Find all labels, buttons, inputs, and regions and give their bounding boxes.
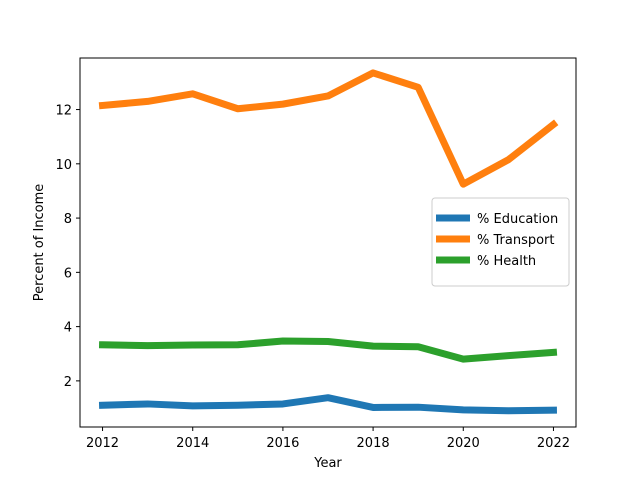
x-axis-label: Year xyxy=(313,456,342,471)
series-line-2 xyxy=(98,337,558,363)
x-tick-label-4: 2020 xyxy=(447,436,480,451)
y-tick-label-5: 12 xyxy=(55,104,72,119)
plot-frame xyxy=(79,57,577,428)
series-layer xyxy=(98,69,559,415)
y-tick-label-3: 8 xyxy=(64,212,72,227)
y-tick-label-0: 2 xyxy=(64,375,72,390)
x-tick-label-3: 2018 xyxy=(357,436,390,451)
legend-label-0: % Education xyxy=(477,212,558,227)
y-tick-label-2: 6 xyxy=(64,266,72,281)
legend-item-0: % Education xyxy=(436,212,558,227)
y-axis-label: Percent of Income xyxy=(32,184,47,302)
y-axis: 2 4 6 8 10 12 xyxy=(55,104,80,390)
legend: % Education % Transport % Health xyxy=(431,197,570,287)
x-tick-label-5: 2022 xyxy=(537,436,570,451)
x-axis: 2012 2014 2016 2018 2020 2022 xyxy=(86,427,570,451)
y-tick-label-1: 4 xyxy=(64,321,72,336)
series-line-1 xyxy=(98,69,559,188)
legend-label-2: % Health xyxy=(477,254,536,269)
x-tick-label-2: 2016 xyxy=(266,436,299,451)
legend-item-2: % Health xyxy=(436,254,536,269)
legend-label-1: % Transport xyxy=(477,233,555,248)
x-tick-label-0: 2012 xyxy=(86,436,119,451)
legend-item-1: % Transport xyxy=(436,233,555,248)
x-tick-label-1: 2014 xyxy=(176,436,209,451)
y-tick-label-4: 10 xyxy=(55,158,72,173)
series-line-0 xyxy=(98,394,557,415)
